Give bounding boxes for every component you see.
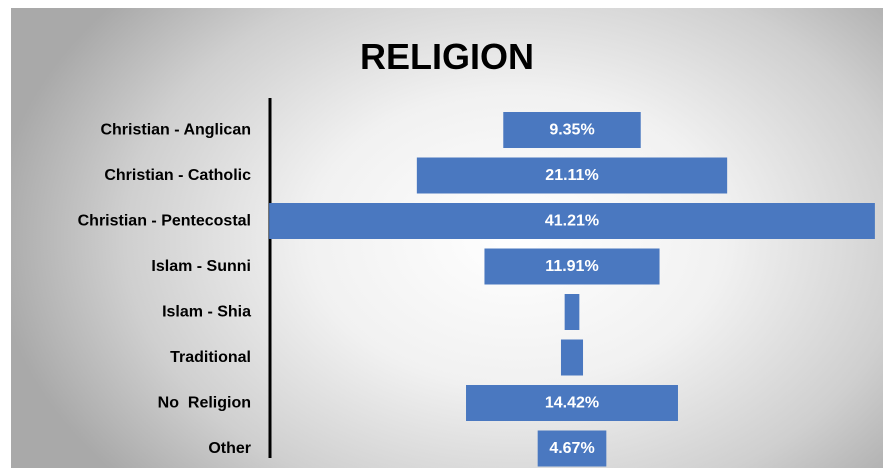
bar <box>503 112 641 148</box>
value-label: 9.35% <box>549 122 594 139</box>
bar <box>564 294 580 330</box>
category-label: Other <box>208 440 251 457</box>
category-label: No Religion <box>158 395 251 412</box>
value-label: 14.42% <box>545 395 599 412</box>
chart-title: RELIGION <box>359 36 534 77</box>
bar <box>537 430 607 467</box>
value-label: 11.91% <box>545 258 598 275</box>
value-label: 41.21% <box>545 213 599 230</box>
bar-chart: Christian - Anglican 9.35% Christian - Cat… <box>78 98 875 467</box>
category-label: Christian - Anglican <box>100 122 251 139</box>
category-label: Islam - Shia <box>162 304 251 321</box>
value-label: 21.11% <box>545 167 598 184</box>
chart-panel: RELIGION Christian - Anglican 9.35% Christ… <box>11 8 883 468</box>
category-label: Traditional <box>170 349 251 366</box>
bar <box>484 248 660 285</box>
category-label: Christian - Catholic <box>104 167 251 184</box>
bar <box>416 157 728 194</box>
bar <box>560 339 584 376</box>
bar <box>269 203 875 239</box>
category-label: Christian - Pentecostal <box>78 213 251 230</box>
value-label: 4.67% <box>549 440 594 457</box>
bar <box>466 385 678 421</box>
bars-group: Christian - Anglican 9.35% Christian - Cat… <box>78 112 875 467</box>
category-label: Islam - Sunni <box>151 258 251 275</box>
